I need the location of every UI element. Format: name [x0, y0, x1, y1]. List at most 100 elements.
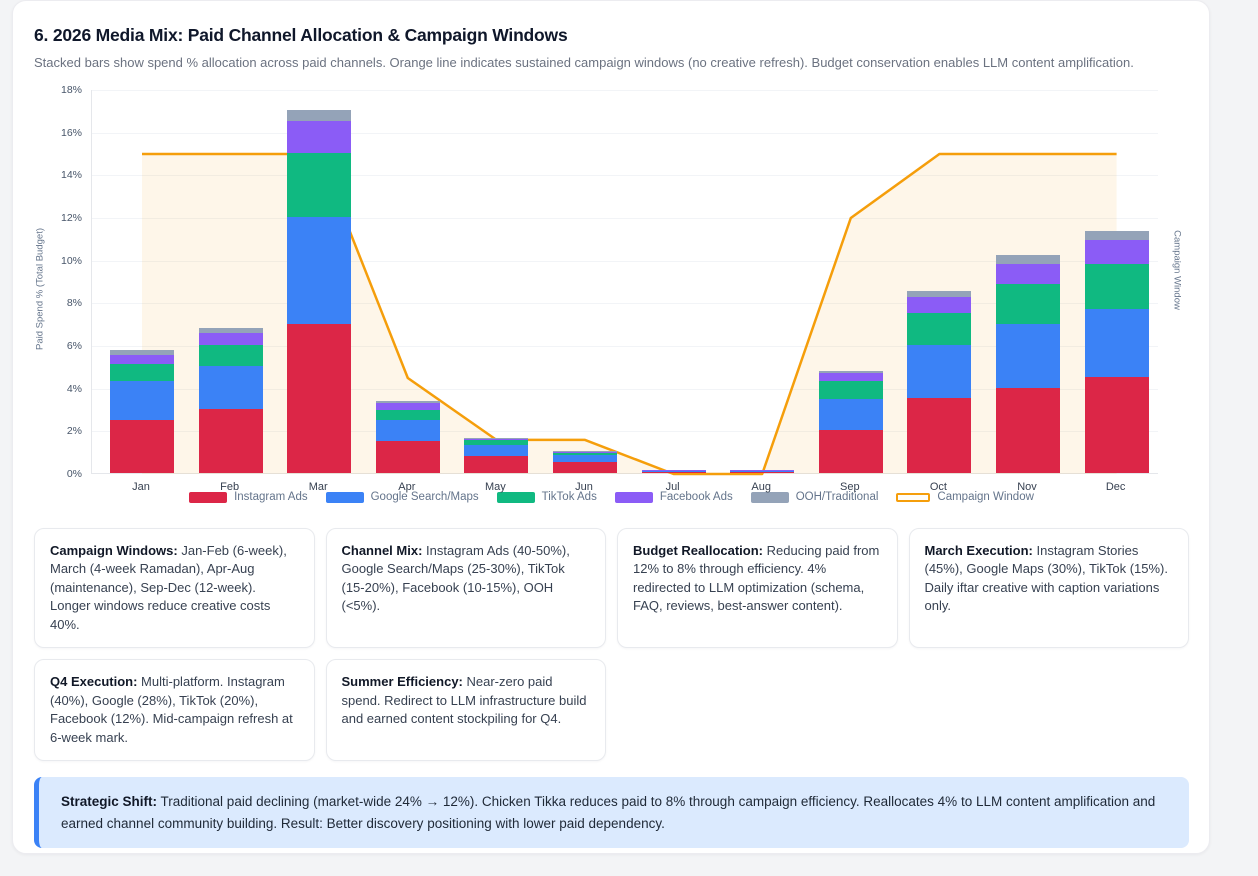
- card-text: Instagram Ads (40-50%), Google Search/Ma…: [341, 543, 570, 614]
- bar-segment-ooh-traditional: [996, 255, 1060, 264]
- x-tick-label: Jun: [575, 481, 593, 493]
- bar-segment-google-search-maps: [553, 454, 617, 463]
- bar-column: [375, 400, 440, 473]
- bar-segment-ooh-traditional: [464, 437, 529, 439]
- page-title: 6. 2026 Media Mix: Paid Channel Allocati…: [34, 25, 568, 45]
- legend-item: Instagram Ads: [189, 491, 308, 503]
- bar-segment-facebook-ads: [1084, 240, 1149, 264]
- bar-column: [198, 327, 263, 473]
- legend-label: Campaign Window: [937, 491, 1034, 503]
- bar-segment-tiktok-ads: [818, 381, 883, 400]
- bar-segment-facebook-ads: [641, 469, 706, 471]
- bar-segment-tiktok-ads: [553, 452, 617, 455]
- legend-swatch: [189, 491, 228, 503]
- card-text: Multi-platform. Instagram (40%), Google …: [50, 674, 293, 745]
- bar-segment-google-search-maps: [641, 471, 706, 472]
- bar-segment-facebook-ads: [375, 402, 440, 411]
- legend-label: Instagram Ads: [234, 491, 308, 503]
- bar-segment-ooh-traditional: [553, 450, 617, 452]
- x-tick-label: Jan: [132, 481, 150, 493]
- bar-column: [641, 469, 706, 473]
- bar-column: [1084, 230, 1149, 473]
- legend-swatch: [496, 491, 535, 503]
- legend-item: Facebook Ads: [614, 491, 733, 503]
- x-tick-label: Mar: [308, 481, 328, 493]
- bar-segment-facebook-ads: [907, 297, 972, 314]
- grid-line: [92, 346, 1158, 347]
- card-lead: March Execution:: [924, 543, 1033, 558]
- bar-column: [287, 110, 352, 473]
- legend-label: Google Search/Maps: [370, 491, 479, 503]
- grid-line: [92, 260, 1158, 262]
- x-tick-label: Apr: [398, 481, 416, 493]
- grid-line: [92, 175, 1158, 177]
- bar-segment-ooh-traditional: [1084, 230, 1149, 241]
- x-tick-label: Oct: [929, 481, 947, 493]
- bar-segment-instagram-ads: [730, 471, 795, 473]
- card-text: Reducing paid from 12% to 8% through eff…: [633, 543, 880, 614]
- bar-segment-facebook-ads: [553, 451, 617, 453]
- bar-segment-instagram-ads: [818, 430, 883, 473]
- bar-segment-tiktok-ads: [198, 345, 263, 367]
- grid-line: [92, 218, 1158, 219]
- bar-segment-ooh-traditional: [907, 290, 972, 298]
- card-lead: Budget Reallocation:: [633, 543, 764, 558]
- bar-column: [818, 370, 883, 473]
- callout-text: Traditional paid declining (market-wide …: [61, 794, 1156, 831]
- grid-line: [92, 90, 1158, 91]
- x-tick-label: Feb: [220, 481, 240, 493]
- legend-swatch: [614, 491, 653, 503]
- card-text: Near-zero paid spend. Redirect to LLM in…: [341, 674, 587, 727]
- bar-segment-facebook-ads: [730, 469, 795, 471]
- card-text: Instagram Stories (45%), Google Maps (30…: [924, 543, 1168, 614]
- x-tick-label: Sep: [840, 481, 860, 493]
- y-tick-label: 0%: [66, 468, 82, 480]
- insight-cards: Campaign Windows: Jan-Feb (6-week), Marc…: [34, 528, 1189, 762]
- bar-segment-tiktok-ads: [287, 153, 352, 218]
- bar-segment-google-search-maps: [287, 217, 352, 324]
- card-channel-mix: Channel Mix: Instagram Ads (40-50%), Goo…: [325, 528, 606, 649]
- legend-label: TikTok Ads: [541, 491, 597, 503]
- bar-segment-instagram-ads: [1084, 377, 1149, 473]
- bar-column: [730, 469, 795, 473]
- y-tick-label: 4%: [66, 382, 82, 395]
- x-tick-label: Jul: [665, 481, 680, 493]
- x-tick-label: Dec: [1105, 481, 1126, 493]
- grid-line: [92, 303, 1158, 305]
- plot-area: [91, 90, 1158, 476]
- grid-line: [92, 388, 1158, 390]
- bar-segment-google-search-maps: [818, 399, 883, 431]
- bar-segment-facebook-ads: [464, 438, 529, 440]
- bar-column: [553, 450, 617, 473]
- card-lead: Summer Efficiency:: [341, 674, 463, 690]
- card-q4-execution: Q4 Execution: Multi-platform. Instagram …: [34, 659, 315, 762]
- right-axis-title: Campaign Window: [1171, 230, 1183, 310]
- legend-swatch: [750, 491, 789, 503]
- legend-item: Campaign Window: [896, 491, 1034, 503]
- grid-line: [92, 431, 1158, 433]
- y-tick-label: 6%: [66, 340, 82, 352]
- bar-column: [464, 437, 529, 473]
- bar-segment-ooh-traditional: [818, 370, 883, 373]
- card-march-execution: March Execution: Instagram Stories (45%)…: [908, 528, 1189, 649]
- bar-segment-google-search-maps: [907, 345, 972, 399]
- x-tick-label: May: [485, 481, 506, 493]
- bar-segment-instagram-ads: [464, 455, 529, 473]
- bar-segment-facebook-ads: [287, 121, 352, 154]
- bar-segment-facebook-ads: [996, 263, 1060, 285]
- x-tick-label: Nov: [1017, 481, 1037, 493]
- bar-segment-instagram-ads: [198, 409, 263, 473]
- bar-segment-instagram-ads: [907, 398, 972, 473]
- legend-label: OOH/Traditional: [795, 491, 879, 503]
- bar-segment-facebook-ads: [818, 372, 883, 382]
- legend-swatch-line: [896, 492, 931, 502]
- media-mix-chart: Paid Spend % (Total Budget) Campaign Win…: [34, 83, 1189, 513]
- legend-label: Facebook Ads: [659, 491, 733, 503]
- bar-segment-google-search-maps: [730, 471, 795, 472]
- y-tick-label: 18%: [60, 84, 82, 96]
- bar-segment-google-search-maps: [996, 323, 1060, 388]
- y-tick-label: 2%: [66, 425, 82, 438]
- bar-segment-google-search-maps: [1084, 308, 1149, 377]
- bar-segment-facebook-ads: [198, 333, 263, 346]
- card-text: Jan-Feb (6-week), March (4-week Ramadan)…: [50, 543, 287, 632]
